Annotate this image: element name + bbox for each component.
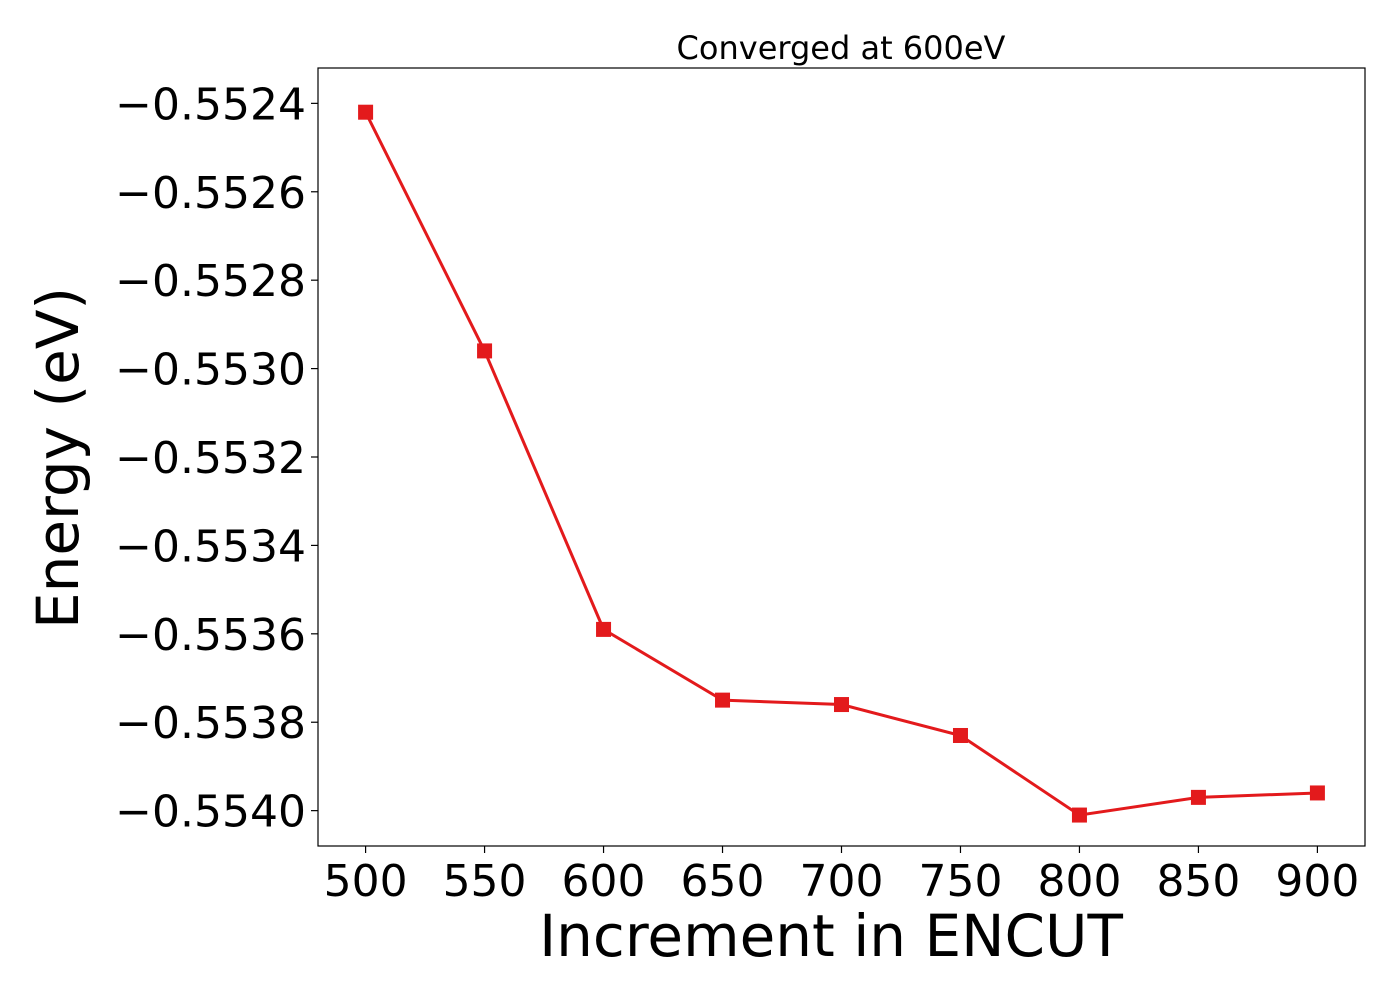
y-tick-label: −0.5526	[115, 168, 306, 219]
data-point-marker	[596, 621, 612, 637]
x-tick-label: 750	[918, 856, 1002, 907]
x-tick-label: 700	[800, 856, 884, 907]
x-tick-label: 600	[562, 856, 646, 907]
x-tick-label: 900	[1275, 856, 1359, 907]
x-axis-title: Increment in ENCUT	[539, 902, 1123, 970]
data-point-marker	[1309, 785, 1325, 801]
plot-area: 500 550 600 650 700 750 800 850 900 −0.5524−0.55…	[115, 67, 1366, 907]
data-point-marker	[715, 692, 731, 708]
data-point-marker	[477, 343, 493, 359]
x-tick-label: 850	[1156, 856, 1240, 907]
y-axis-ticks: −0.5524 −0.5526 −0.5528 −0.5530 −0.5532 −0.55…	[115, 79, 318, 838]
y-tick-label: −0.5538	[115, 698, 306, 749]
x-tick-label: 800	[1037, 856, 1121, 907]
y-tick-label: −0.5532	[115, 433, 306, 484]
data-point-marker	[1071, 807, 1087, 823]
y-tick-label: −0.5524	[115, 79, 306, 130]
data-point-marker	[834, 697, 849, 713]
x-tick-label: 650	[681, 856, 765, 907]
x-axis-ticks: 500 550 600 650 700 750 800 850 900	[324, 846, 1359, 907]
chart-title: Converged at 600eV	[677, 29, 1006, 67]
y-tick-label: −0.5536	[115, 610, 306, 661]
data-point-marker	[1190, 789, 1206, 805]
y-tick-label: −0.5534	[115, 521, 306, 572]
y-axis-title: Energy (eV)	[24, 287, 92, 629]
y-tick-label: −0.5528	[115, 256, 306, 307]
data-point-marker	[358, 104, 374, 120]
x-tick-label: 550	[443, 856, 527, 907]
series-layer	[358, 104, 1325, 823]
y-tick-label: −0.5540	[115, 787, 306, 838]
data-point-marker	[952, 727, 968, 743]
plot-frame	[317, 67, 1366, 847]
y-tick-label: −0.5530	[115, 345, 306, 396]
x-tick-label: 500	[324, 856, 408, 907]
